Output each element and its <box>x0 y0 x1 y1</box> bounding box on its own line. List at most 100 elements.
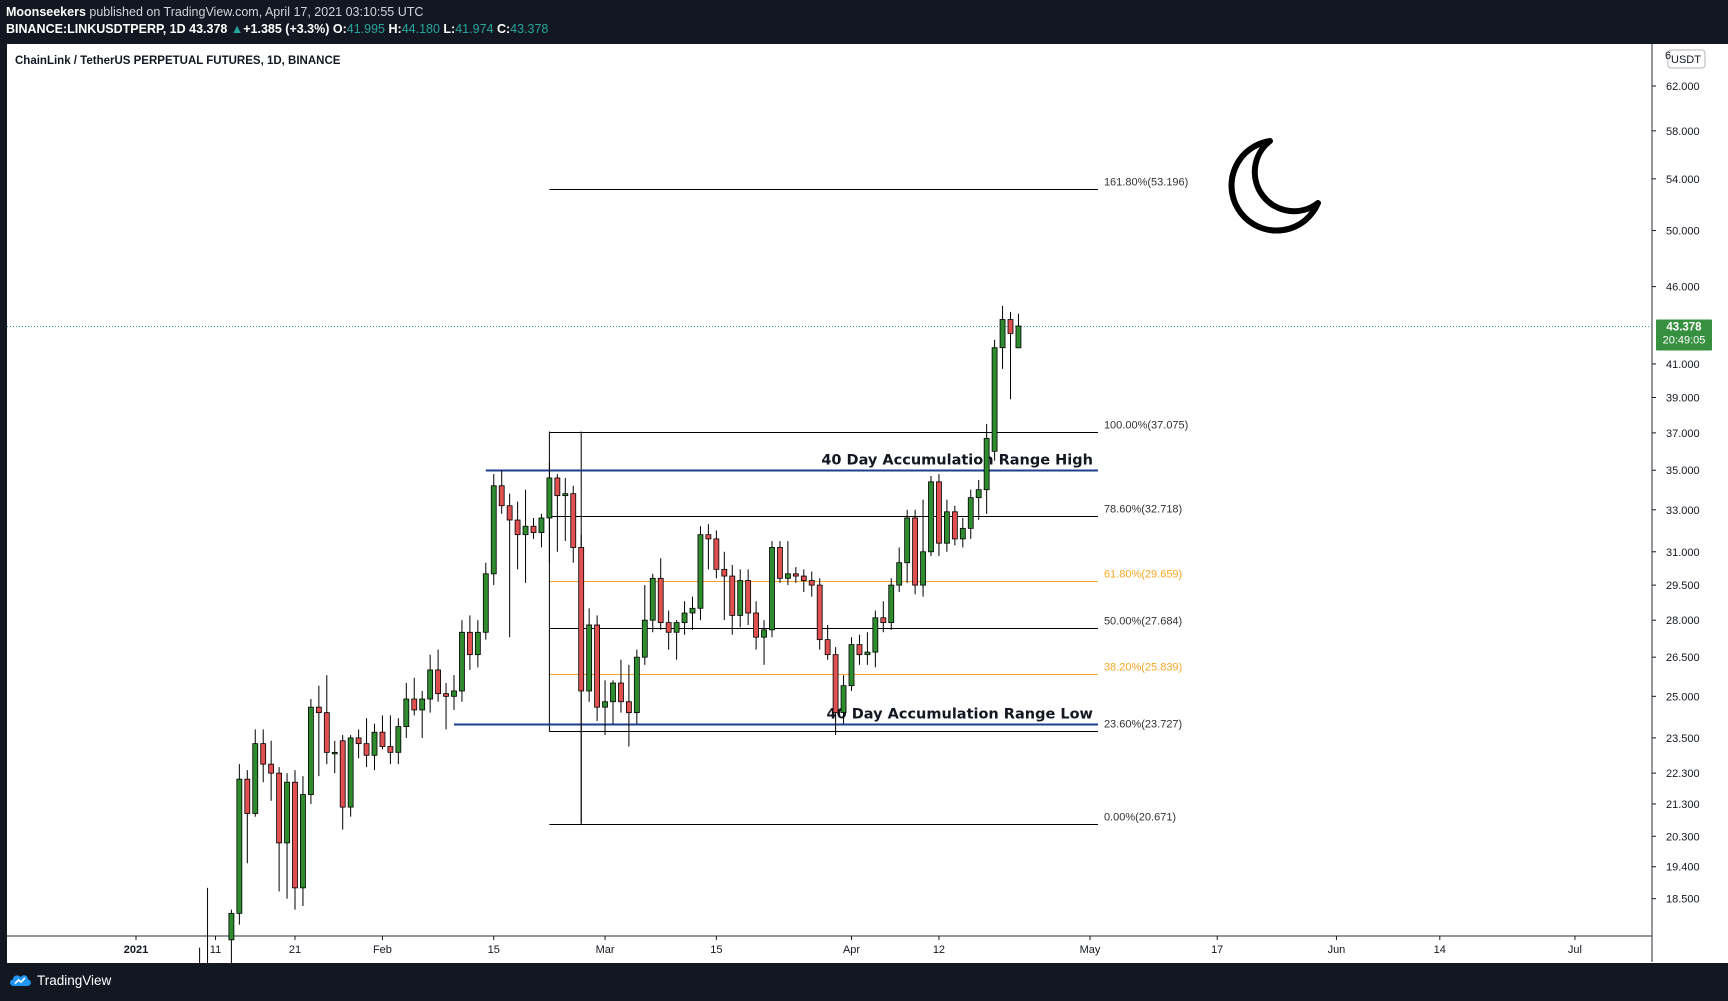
candle-body <box>848 644 855 687</box>
fib-level-label: 161.80%(53.196) <box>1104 177 1188 189</box>
price-tick-label: 46.000 <box>1666 282 1700 294</box>
price-tick-label: 18.500 <box>1666 894 1700 906</box>
candle-down <box>856 634 863 665</box>
candle-body <box>347 737 354 808</box>
last-price: 43.378 <box>189 22 228 36</box>
candle-body <box>387 746 394 753</box>
candle-body <box>657 577 664 623</box>
candle-up <box>236 764 243 925</box>
candle-body <box>745 580 752 614</box>
candle-down <box>355 729 362 759</box>
candle-body <box>268 763 275 774</box>
candle-body <box>944 511 950 544</box>
candle-up <box>896 547 903 592</box>
candle-down <box>800 569 807 592</box>
candle-up <box>522 489 529 583</box>
candle-up <box>228 909 235 972</box>
candle-body <box>331 751 338 755</box>
time-tick-label: 2021 <box>124 944 148 956</box>
candle-up <box>904 509 911 583</box>
currency-badge[interactable]: USDT <box>1667 49 1706 69</box>
candle-body <box>570 493 577 548</box>
candle-body <box>705 534 712 540</box>
candle-body <box>641 619 648 658</box>
candle-body <box>840 685 847 714</box>
candle-down <box>443 683 449 730</box>
candle-body <box>339 740 346 808</box>
candle-body <box>959 527 966 540</box>
candle-body <box>792 573 799 577</box>
candle-up <box>928 476 934 557</box>
fib-level-label: 0.00%(20.671) <box>1104 812 1176 824</box>
candle-down <box>570 485 577 563</box>
price-scale[interactable] <box>1652 44 1728 936</box>
candle-body <box>260 743 267 765</box>
candle-body <box>769 547 775 631</box>
candle-body <box>1007 319 1014 334</box>
candle-up <box>959 517 966 548</box>
candle-up <box>999 305 1006 369</box>
price-tick-label: 41.000 <box>1666 359 1700 371</box>
candle-body <box>252 743 259 814</box>
candle-up <box>864 632 871 665</box>
price-tick-label: 20.300 <box>1666 831 1700 843</box>
candle-body <box>403 698 410 727</box>
last-price-value: 43.378 <box>1666 322 1702 334</box>
tradingview-logo[interactable]: TradingView <box>8 972 111 988</box>
close-label: C: <box>496 22 511 36</box>
candle-body <box>578 547 585 692</box>
fibonacci-retracement[interactable]: 161.80%(53.196) 100.00%(37.075) 78.60%(32.… <box>548 177 1188 825</box>
range-label: 40 Day Accumulation Range Low <box>827 707 1093 723</box>
candle-down <box>912 509 918 595</box>
candle-body <box>991 347 998 452</box>
candle-body <box>816 584 823 641</box>
price-tick-label: 37.000 <box>1666 428 1700 440</box>
candle-up <box>546 462 553 563</box>
candle-up <box>490 474 497 586</box>
candle-up <box>1015 313 1022 349</box>
tradingview-cloud-icon <box>10 975 31 986</box>
candle-up <box>681 601 688 635</box>
close-value: 43.378 <box>510 22 549 36</box>
high-label: H: <box>388 22 402 36</box>
candle-body <box>419 698 426 711</box>
candle-down <box>466 615 473 670</box>
candle-body <box>967 497 974 529</box>
price-tick-label: 58.000 <box>1666 126 1700 138</box>
candle-body <box>697 534 704 609</box>
candle-body <box>602 701 608 708</box>
candle-down <box>379 715 386 750</box>
candle-body <box>888 584 895 623</box>
time-tick-label: 17 <box>1211 944 1223 956</box>
publish-header: Moonseekers published on TradingView.com… <box>0 0 1728 44</box>
time-tick-label: Feb <box>373 944 392 956</box>
candle-up <box>451 675 457 710</box>
candle-down <box>530 517 537 539</box>
price-axis-labels: 62.000 58.000 54.000 50.000 46.000 41.000 39.0… <box>1652 81 1700 906</box>
candle-body <box>872 617 879 653</box>
candle-body <box>292 781 298 889</box>
low-value: 41.974 <box>455 22 494 36</box>
candle-body <box>1015 325 1022 349</box>
candle-body <box>228 912 235 941</box>
candle-up <box>371 723 378 771</box>
candle-up <box>967 489 974 539</box>
candle-body <box>554 477 561 497</box>
publisher-name[interactable]: Moonseekers <box>6 5 86 19</box>
candle-body <box>490 485 497 575</box>
price-tick-label: 39.000 <box>1666 393 1700 405</box>
candlestick-series <box>196 305 1022 1001</box>
candle-body <box>466 631 473 656</box>
candle-body <box>459 631 465 692</box>
candle-up <box>761 620 767 665</box>
candle-down <box>363 718 370 768</box>
accumulation-range-lines[interactable]: 40 Day Accumulation Range High 40 Day Acc… <box>454 453 1098 726</box>
candle-up <box>649 573 656 633</box>
candle-body <box>315 706 322 714</box>
candle-down <box>808 571 815 597</box>
price-tick-label: 22.300 <box>1666 768 1700 780</box>
candle-body <box>371 731 378 756</box>
candle-up <box>697 526 704 621</box>
publish-date: published on TradingView.com, April 17, … <box>89 5 424 19</box>
